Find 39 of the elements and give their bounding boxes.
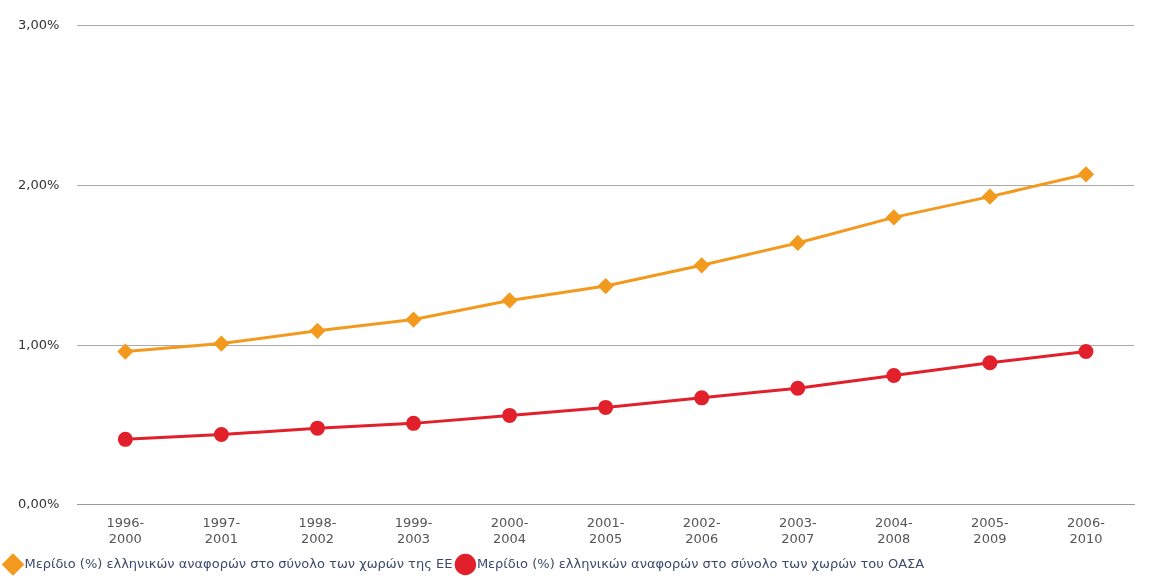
x-tick-label: 2003-2007 [778,514,817,546]
y-tick-label: 2,00% [17,176,60,192]
point [1078,166,1094,182]
y-tick-label: 1,00% [17,336,60,352]
x-tick-label: 1997-2001 [202,514,241,546]
point [982,189,998,205]
point [406,415,422,431]
point [1078,344,1094,360]
x-tick-label: 1999-2003 [394,514,433,546]
x-tick-label: 2005-2009 [971,514,1010,546]
x-tick-label: 2006-2010 [1067,514,1106,546]
point [694,390,710,406]
point [982,355,998,371]
legend-label: Μερίδιο (%) ελληνικών αναφορών στο σύνολο των χωρών της ΕΕ [24,555,453,571]
point [598,278,614,294]
point [790,235,806,251]
x-tick-label: 1998-2002 [298,514,337,546]
x-tick-label: 2004-2008 [874,514,914,546]
point [213,336,229,352]
x-tick-label: 2000-2004 [490,514,529,546]
point [790,380,806,396]
legend-label: Μερίδιο (%) ελληνικών αναφορών στο σύνολο των χωρών του ΟΑΣΑ [476,555,925,571]
x-tick-label: 2002-2006 [682,514,721,546]
x-tick-label: 2001-2005 [586,514,625,546]
point [117,344,133,360]
point [502,292,518,308]
point [886,367,902,383]
point [502,407,518,423]
point [694,257,710,273]
y-tick-label: 3,00% [17,17,60,33]
x-tick-label: 1996-2000 [106,514,145,546]
point [117,431,133,447]
point [213,427,229,443]
point [598,399,614,415]
point [886,209,902,225]
y-tick-label: 0,00% [17,496,60,512]
point [406,312,422,328]
point [309,323,325,339]
point [309,420,325,436]
